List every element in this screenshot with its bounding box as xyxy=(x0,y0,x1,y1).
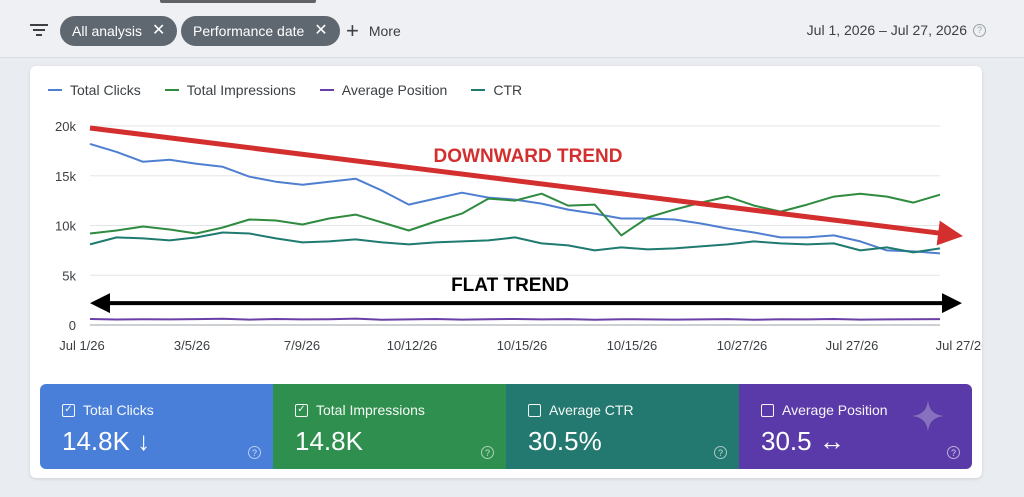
x-tick-label: 10/15/26 xyxy=(497,338,548,353)
filter-chip-performance-date[interactable]: Performance date ✕ xyxy=(181,16,340,46)
y-tick-label: 15k xyxy=(55,169,76,184)
legend-item-position[interactable]: Average Position xyxy=(319,82,448,98)
x-tick-label: 3/5/26 xyxy=(174,338,210,353)
metric-label-text: Total Clicks xyxy=(83,402,154,418)
metric-label: ✓ Total Impressions xyxy=(295,402,425,418)
active-tab-indicator xyxy=(160,0,316,3)
help-icon[interactable]: ? xyxy=(481,446,494,459)
x-tick-label: Jul 27/26 xyxy=(826,338,879,353)
series-line-average-position xyxy=(89,317,941,321)
metric-cards: ✓ Total Clicks 14.8K ↓ ? ✓ Total Impress… xyxy=(40,384,972,469)
y-tick-label: 20k xyxy=(55,119,76,134)
performance-card: Total Clicks Total Impressions Average P… xyxy=(30,66,982,478)
metric-value: 14.8K xyxy=(295,426,363,456)
metric-label-text: Average CTR xyxy=(549,402,634,418)
help-icon[interactable]: ? xyxy=(714,446,727,459)
metric-label: Average CTR xyxy=(528,402,634,418)
y-tick-label: 10k xyxy=(55,219,76,234)
metric-label: Average Position xyxy=(761,402,888,418)
filter-list-icon[interactable] xyxy=(28,20,50,40)
legend-label: Average Position xyxy=(341,82,448,98)
series-line-total-impressions xyxy=(89,192,941,237)
filter-chip-all-analysis[interactable]: All analysis ✕ xyxy=(60,16,178,46)
metric-value: 30.5% xyxy=(528,426,602,456)
checkbox-empty-icon[interactable] xyxy=(528,403,541,417)
metric-card-total-clicks[interactable]: ✓ Total Clicks 14.8K ↓ ? xyxy=(40,384,273,469)
date-range-label: Jul 1, 2026 – Jul 27, 2026 xyxy=(806,22,967,38)
metric-label-text: Average Position xyxy=(782,402,888,418)
checkbox-checked-icon[interactable]: ✓ xyxy=(295,403,308,417)
line-chart: 0 5k 10k 15k 20k Jul 1/26 3/5/26 7/9/26 10/12/26… xyxy=(55,119,982,353)
x-tick-label: 10/27/26 xyxy=(717,338,768,353)
legend-label: Total Clicks xyxy=(70,82,141,98)
x-tick-label: 10/12/26 xyxy=(387,338,438,353)
metric-card-total-impressions[interactable]: ✓ Total Impressions 14.8K ? xyxy=(273,384,506,469)
x-tick-label: Jul 27/26 xyxy=(936,338,982,353)
metric-card-average-position[interactable]: Average Position 30.5 ↔ ? xyxy=(739,384,972,469)
chip-label: Performance date xyxy=(193,23,305,39)
downward-trend-arrow xyxy=(89,125,963,246)
help-icon[interactable]: ? xyxy=(973,23,986,37)
y-tick-label: 0 xyxy=(69,318,76,333)
metric-value: 14.8K ↓ xyxy=(62,426,151,456)
checkbox-empty-icon[interactable] xyxy=(761,403,774,417)
close-icon[interactable]: ✕ xyxy=(314,22,328,39)
sparkle-icon xyxy=(912,400,944,432)
metric-label-text: Total Impressions xyxy=(316,402,425,418)
help-icon[interactable]: ? xyxy=(248,446,261,459)
y-tick-label: 5k xyxy=(62,268,76,283)
series-line-ctr xyxy=(89,231,941,254)
legend-label: Total Impressions xyxy=(186,82,296,98)
metric-label: ✓ Total Clicks xyxy=(62,402,154,418)
legend-swatch xyxy=(471,89,486,91)
help-icon[interactable]: ? xyxy=(947,446,960,459)
x-tick-label: Jul 1/26 xyxy=(59,338,105,353)
x-tick-label: 7/9/26 xyxy=(284,338,320,353)
legend-item-ctr[interactable]: CTR xyxy=(471,82,522,98)
chip-label: All analysis xyxy=(72,23,143,39)
legend-item-impressions[interactable]: Total Impressions xyxy=(164,82,296,98)
close-icon[interactable]: ✕ xyxy=(152,22,166,39)
metric-card-average-ctr[interactable]: Average CTR 30.5% ? xyxy=(506,384,739,469)
date-range[interactable]: Jul 1, 2026 – Jul 27, 2026 ? xyxy=(807,22,986,38)
legend-swatch xyxy=(319,89,334,91)
legend-swatch xyxy=(48,89,62,91)
x-tick-label: 10/15/26 xyxy=(607,338,658,353)
checkbox-checked-icon[interactable]: ✓ xyxy=(62,403,75,417)
legend-swatch xyxy=(164,89,179,91)
more-label: More xyxy=(368,23,401,39)
toolbar: All analysis ✕ Performance date ✕ + More… xyxy=(0,0,1024,58)
metric-value: 30.5 ↔ xyxy=(761,426,845,456)
legend-label: CTR xyxy=(493,82,523,98)
more-filters-button[interactable]: + More xyxy=(346,16,401,46)
plus-icon: + xyxy=(346,18,359,43)
downward-trend-label: DOWNWARD TREND xyxy=(434,146,623,167)
chart-legend: Total Clicks Total Impressions Average P… xyxy=(48,82,522,98)
legend-item-clicks[interactable]: Total Clicks xyxy=(48,82,141,98)
flat-trend-label: FLAT TREND xyxy=(451,275,569,296)
